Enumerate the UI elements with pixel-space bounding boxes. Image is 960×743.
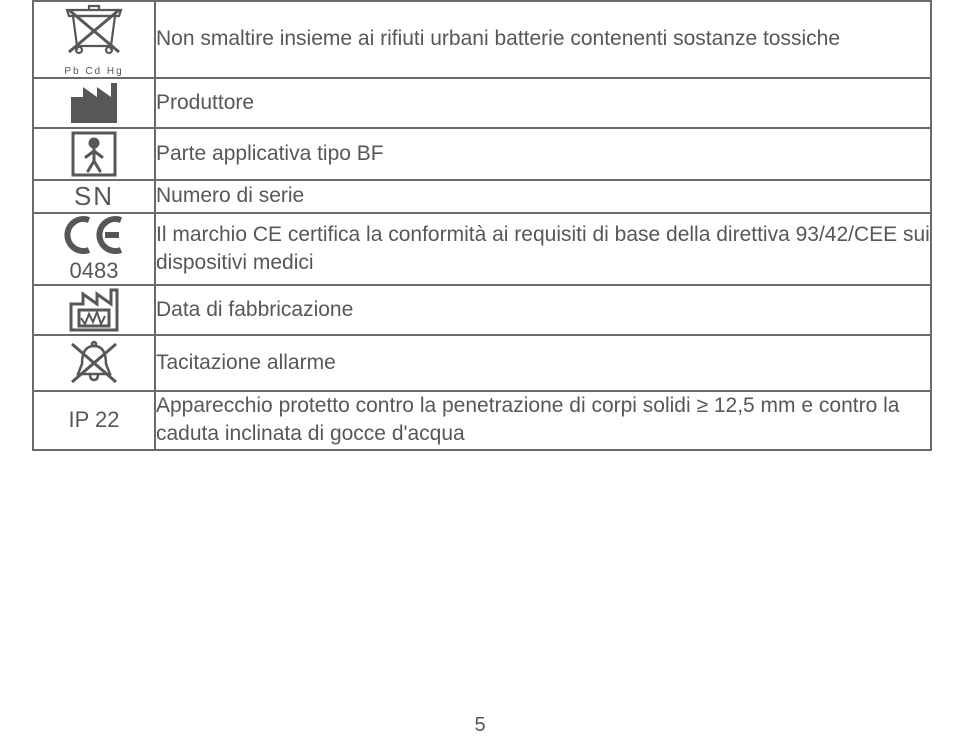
page: Pb Cd Hg Non smaltire insieme ai rifiuti… <box>0 0 960 743</box>
icon-cell <box>33 128 155 180</box>
page-number: 5 <box>474 714 485 737</box>
table-row: Pb Cd Hg Non smaltire insieme ai rifiuti… <box>33 1 931 78</box>
description-cell: Produttore <box>155 78 931 128</box>
icon-cell <box>33 285 155 335</box>
table-row: Produttore <box>33 78 931 128</box>
ce-number-label: 0483 <box>70 258 119 284</box>
table-row: IP 22 Apparecchio protetto contro la pen… <box>33 391 931 450</box>
type-bf-icon <box>69 129 119 179</box>
ce-mark-icon <box>59 214 129 256</box>
battery-bin-crossed-icon <box>59 2 129 64</box>
description-cell: Tacitazione allarme <box>155 335 931 391</box>
sn-icon: SN <box>74 181 114 212</box>
table-row: SN Numero di serie <box>33 180 931 213</box>
alarm-silence-icon <box>64 336 124 390</box>
table-row: Data di fabbricazione <box>33 285 931 335</box>
symbol-legend-table: Pb Cd Hg Non smaltire insieme ai rifiuti… <box>32 0 932 451</box>
table-row: 0483 Il marchio CE certifica la conformi… <box>33 213 931 285</box>
icon-cell: SN <box>33 180 155 213</box>
factory-icon <box>67 79 121 127</box>
icon-cell <box>33 78 155 128</box>
description-cell: Il marchio CE certifica la conformità ai… <box>155 213 931 285</box>
icon-cell: 0483 <box>33 213 155 285</box>
icon-cell: Pb Cd Hg <box>33 1 155 78</box>
ip-rating-icon: IP 22 <box>69 407 120 433</box>
table-row: Tacitazione allarme <box>33 335 931 391</box>
description-cell: Apparecchio protetto contro la penetrazi… <box>155 391 931 450</box>
description-cell: Data di fabbricazione <box>155 285 931 335</box>
description-cell: Numero di serie <box>155 180 931 213</box>
description-cell: Non smaltire insieme ai rifiuti urbani b… <box>155 1 931 78</box>
battery-elements-label: Pb Cd Hg <box>64 66 123 77</box>
icon-cell: IP 22 <box>33 391 155 450</box>
table-row: Parte applicativa tipo BF <box>33 128 931 180</box>
icon-cell <box>33 335 155 391</box>
description-cell: Parte applicativa tipo BF <box>155 128 931 180</box>
mfg-date-icon <box>67 286 121 334</box>
